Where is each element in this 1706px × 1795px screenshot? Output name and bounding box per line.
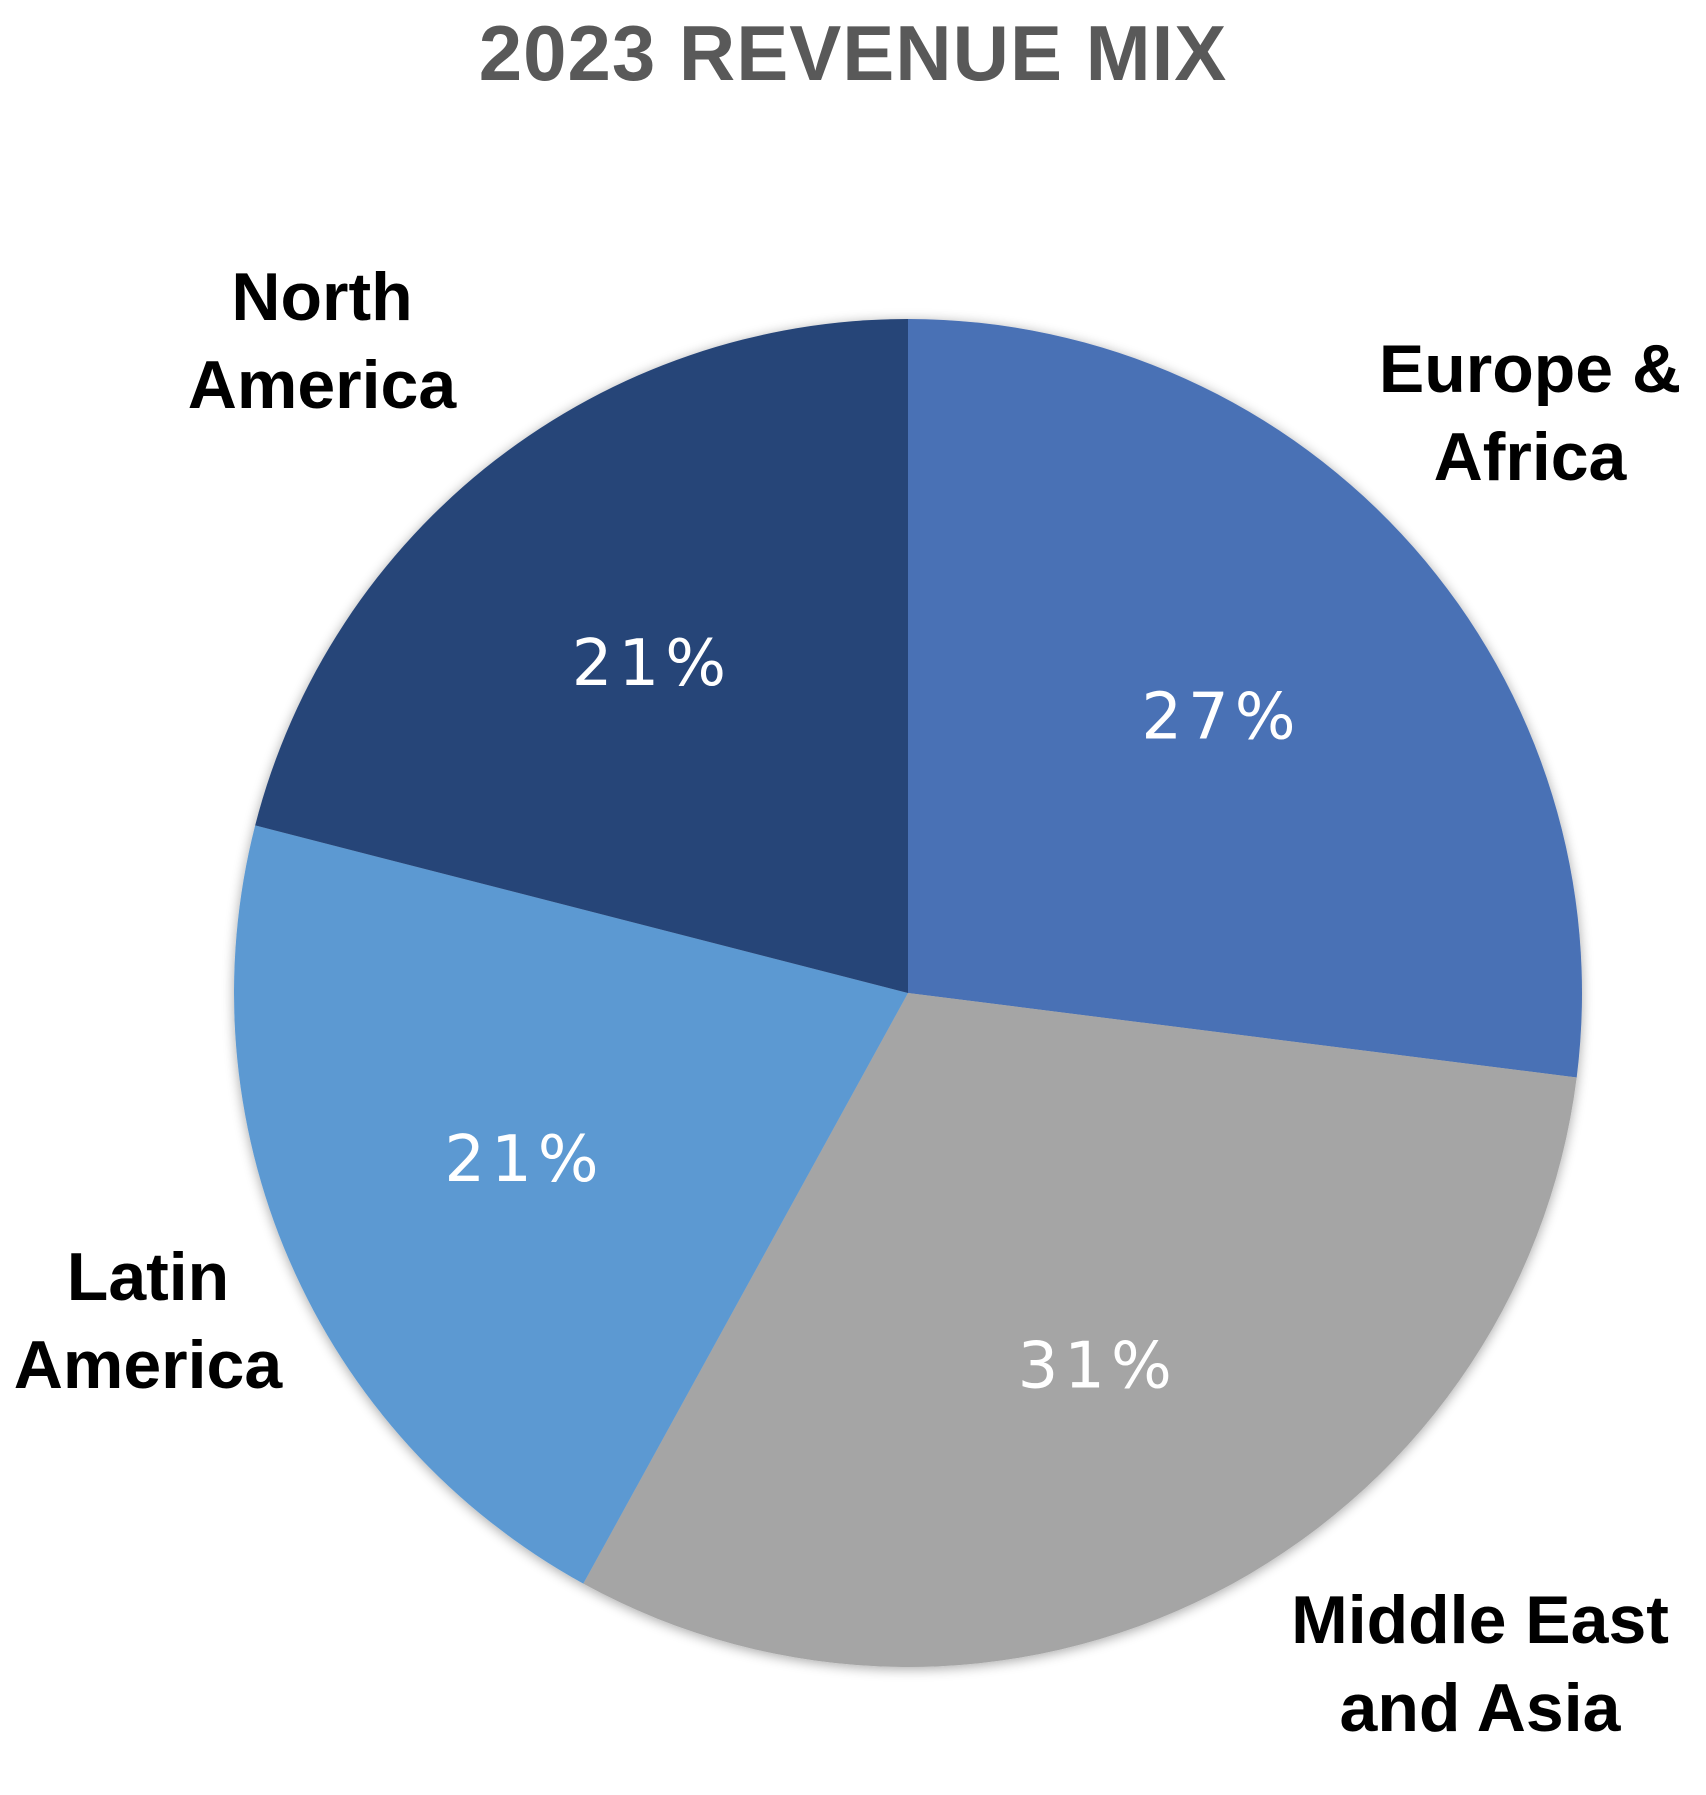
chart-title: 2023 REVENUE MIX: [478, 9, 1228, 97]
pie-slice-europe-africa: [908, 319, 1582, 1078]
pie-slices: [234, 319, 1582, 1667]
pct-label-middle-east-asia: 31%: [1018, 1329, 1178, 1403]
pie-percentage-labels: 27% 31% 21% 21%: [444, 627, 1301, 1404]
pie-slice-latin-america: [234, 825, 909, 1584]
pct-label-north-america: 21%: [572, 627, 732, 701]
pie-slice-middle-east-asia: [583, 993, 1577, 1667]
category-label-north-america: North America: [188, 259, 458, 423]
pct-label-latin-america: 21%: [444, 1123, 604, 1197]
pie-category-labels: Europe & Africa Middle East and Asia Latin Am…: [14, 259, 1681, 1746]
pct-label-europe-africa: 27%: [1141, 681, 1301, 755]
category-label-latin-america: Latin America: [14, 1239, 284, 1403]
category-label-middle-east-asia: Middle East and Asia: [1291, 1582, 1669, 1746]
pie-slice-north-america: [255, 319, 909, 993]
category-label-europe-africa: Europe & Africa: [1379, 331, 1681, 495]
